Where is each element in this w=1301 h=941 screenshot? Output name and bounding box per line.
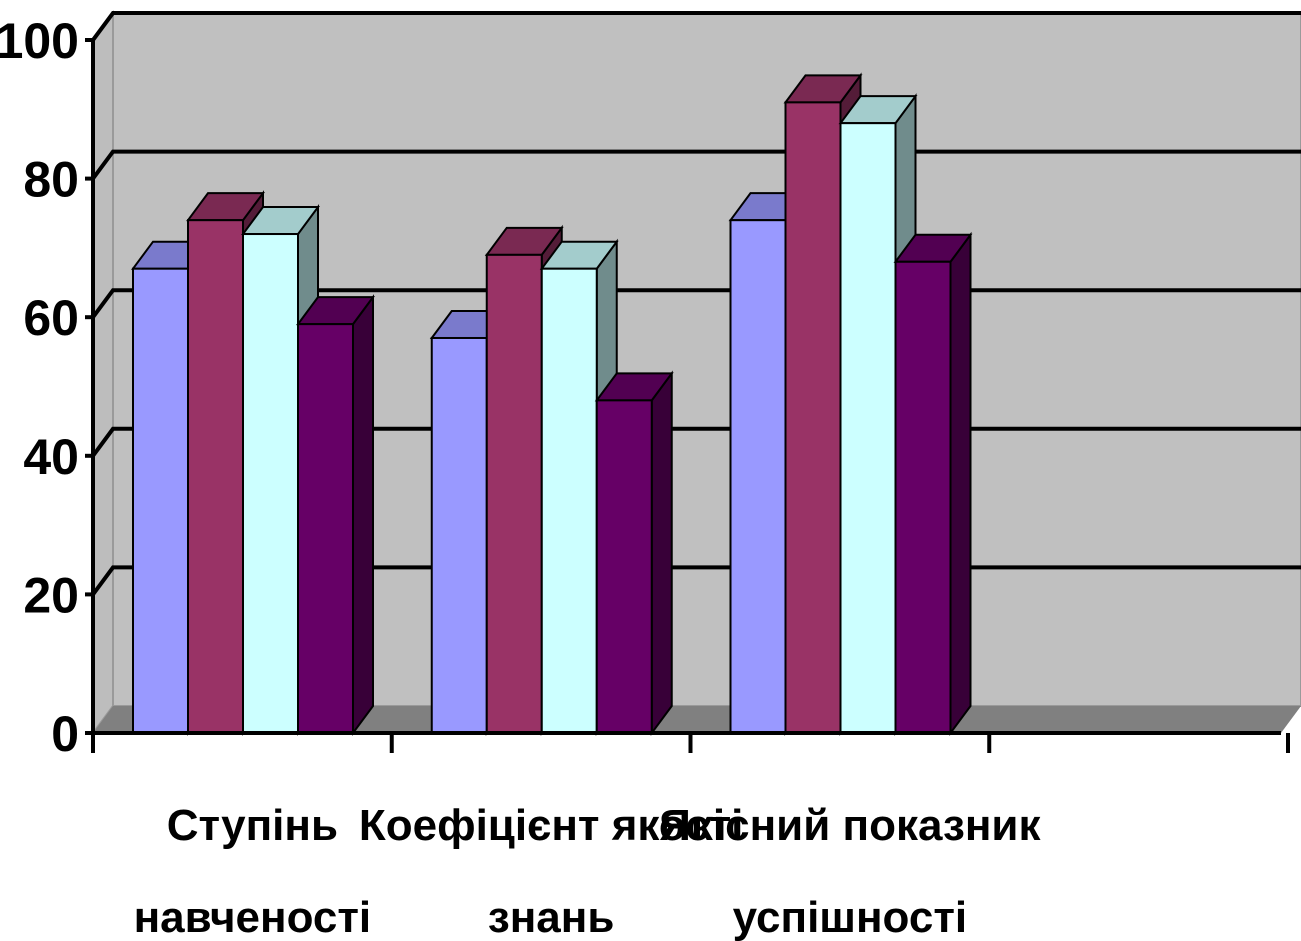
bar xyxy=(485,253,543,735)
bars xyxy=(131,72,973,737)
y-tick-label: 80 xyxy=(23,152,79,208)
bar xyxy=(242,233,299,734)
axes xyxy=(85,38,1290,753)
bar xyxy=(540,267,598,734)
y-tick-label: 0 xyxy=(51,706,79,762)
bar xyxy=(187,219,244,734)
chart-walls xyxy=(92,9,1301,737)
labels: 0 20 40 60 80 100 Ступінь навченості Коефіцієнт … xyxy=(0,13,1041,941)
y-tick-label: 40 xyxy=(23,429,79,485)
bar xyxy=(595,399,653,734)
y-tick-label: 60 xyxy=(23,290,79,346)
bar xyxy=(430,336,488,734)
category-label: Якісний показник xyxy=(659,801,1041,850)
bar-side xyxy=(352,294,374,737)
bar xyxy=(784,101,842,735)
category-label: Ступінь xyxy=(167,801,338,850)
bar xyxy=(729,219,787,734)
bar-side xyxy=(949,231,972,737)
gridline xyxy=(91,11,1301,42)
bar xyxy=(839,122,897,735)
category-label: навченості xyxy=(134,893,372,941)
floor xyxy=(93,706,1301,733)
y-tick-label: 20 xyxy=(23,567,79,623)
bar xyxy=(132,267,189,734)
category-label: знань xyxy=(488,893,615,941)
bar-side xyxy=(650,370,673,737)
category-label: успішності xyxy=(733,893,967,941)
category-label: Коефіцієнт якості xyxy=(359,801,744,850)
y-tick-label: 100 xyxy=(0,13,79,69)
bar xyxy=(297,323,354,734)
bar xyxy=(894,260,952,734)
side-wall xyxy=(92,9,114,737)
